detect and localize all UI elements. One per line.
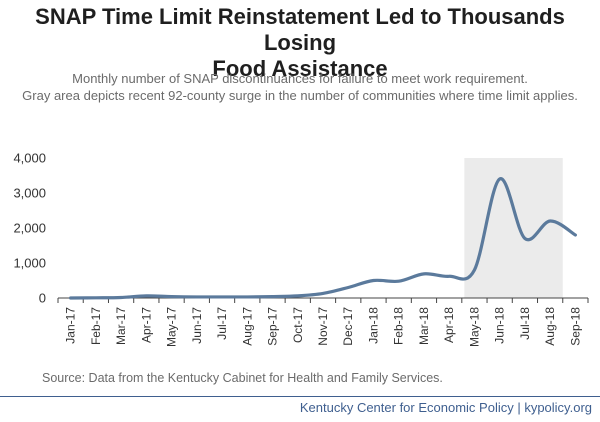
x-tick-label: Sep-18 [568,307,582,346]
tick-label-layer: 0 1,000 2,000 3,000 4,000 Jan-17 Feb-17 Mar-17 A… [13,151,582,348]
data-point [246,295,249,298]
y-tick-label: 0 [39,291,46,306]
data-point [549,219,552,222]
shaded-region [464,158,563,298]
source-note: Source: Data from the Kentucky Cabinet f… [42,371,443,385]
x-tick-label: May-18 [467,307,481,347]
x-tick-label: May-17 [165,307,179,347]
x-tick-label: Aug-17 [240,307,254,346]
footer-credit: Kentucky Center for Economic Policy | ky… [299,400,592,415]
data-point [271,295,274,298]
data-point [372,279,375,282]
x-tick-label: Aug-18 [543,307,557,346]
data-point [145,294,148,297]
y-tick-label: 4,000 [13,151,46,166]
data-point [448,275,451,278]
y-tick-label: 3,000 [13,186,46,201]
data-point [296,294,299,297]
footer-divider [0,396,600,397]
data-point [220,295,223,298]
x-tick-label: Jan-17 [64,307,78,344]
x-tick-label: Feb-18 [392,307,406,345]
data-point [473,268,476,271]
x-tick-label: Sep-17 [266,307,280,346]
x-tick-label: Jun-17 [190,307,204,344]
series-line-layer [69,177,577,300]
x-tick-label: Mar-17 [114,307,128,345]
x-tick-label: Oct-17 [291,307,305,343]
chart-title-line2: Food Assistance [212,56,388,81]
shaded-region-layer [464,158,563,298]
y-tick-label: 1,000 [13,256,46,271]
data-point [170,295,173,298]
x-tick-label: Jun-18 [493,307,507,344]
x-tick-label: Nov-17 [316,307,330,346]
x-tick-label: Apr-17 [139,307,153,343]
x-tick-label: Jul-18 [518,307,532,340]
data-point [574,233,577,236]
x-tick-label: Feb-17 [89,307,103,345]
axis-layer [57,297,589,303]
snap-discontinuances-line-chart: 0 1,000 2,000 3,000 4,000 Jan-17 Feb-17 Mar-17 A… [13,151,589,348]
data-point [119,296,122,299]
x-tick-label: Jan-18 [366,307,380,344]
chart-subtitle: Monthly number of SNAP discontinuances f… [0,70,600,104]
data-point [498,177,501,180]
chart-title-line1: SNAP Time Limit Reinstatement Led to Tho… [35,4,565,55]
x-tick-label: Mar-18 [417,307,431,345]
data-point [321,292,324,295]
chart-title: SNAP Time Limit Reinstatement Led to Tho… [0,4,600,82]
data-point [69,296,72,299]
data-point [94,296,97,299]
series-line [69,177,577,300]
x-tick-label: Jul-17 [215,307,229,340]
data-point [195,295,198,298]
data-point [523,237,526,240]
x-tick-label: Dec-17 [341,307,355,346]
data-point [397,280,400,283]
chart-subtitle-line1: Monthly number of SNAP discontinuances f… [72,71,528,86]
x-tick-label: Apr-18 [442,307,456,343]
chart-subtitle-line2: Gray area depicts recent 92-county surge… [22,88,578,103]
data-point [347,286,350,289]
data-point [422,272,425,275]
y-tick-label: 2,000 [13,221,46,236]
